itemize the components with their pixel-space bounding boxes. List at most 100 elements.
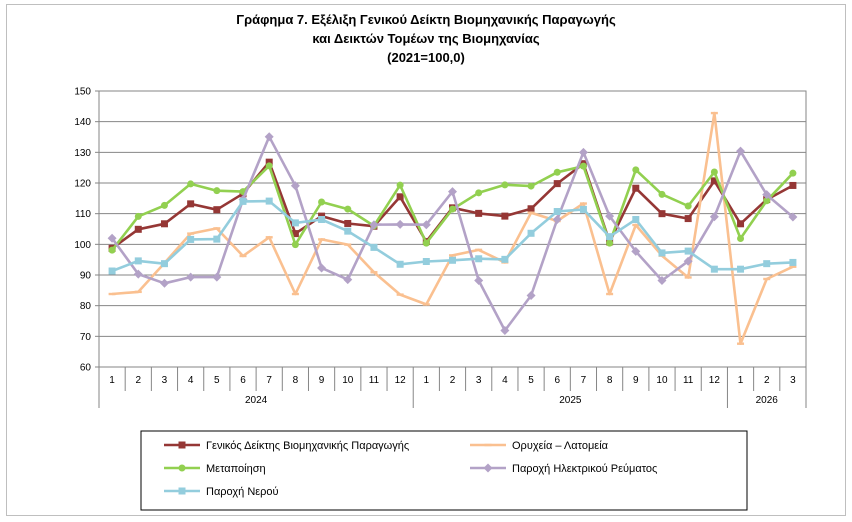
x-tick-label: 2 bbox=[764, 375, 770, 386]
x-tick-label: 6 bbox=[554, 375, 560, 386]
x-tick-label: 3 bbox=[476, 375, 482, 386]
x-tick-label: 12 bbox=[395, 375, 407, 386]
data-point bbox=[396, 193, 404, 201]
data-point bbox=[737, 265, 745, 273]
data-point bbox=[789, 258, 797, 266]
data-point bbox=[579, 205, 587, 213]
data-point bbox=[606, 292, 614, 296]
data-point bbox=[553, 168, 561, 176]
data-point bbox=[187, 235, 195, 243]
data-point bbox=[527, 229, 535, 237]
y-tick-label: 60 bbox=[80, 363, 92, 374]
legend-label: Μεταποίηση bbox=[206, 463, 266, 475]
data-point bbox=[318, 238, 326, 241]
chart-title: Γράφημα 7. Εξέλιξη Γενικού Δείκτη Βιομηχ… bbox=[0, 10, 852, 67]
data-point bbox=[291, 292, 299, 296]
data-point bbox=[212, 272, 222, 282]
data-point bbox=[213, 187, 221, 195]
data-point bbox=[527, 205, 535, 213]
data-point bbox=[762, 190, 772, 200]
x-tick-label: 11 bbox=[369, 375, 380, 386]
data-point bbox=[527, 182, 535, 190]
legend-marker bbox=[483, 463, 493, 473]
data-point bbox=[213, 206, 221, 214]
data-point bbox=[213, 227, 221, 230]
data-point bbox=[710, 177, 718, 185]
legend-box bbox=[140, 430, 748, 511]
data-point bbox=[553, 208, 561, 216]
data-point bbox=[578, 147, 588, 157]
y-tick-label: 70 bbox=[80, 332, 92, 343]
x-tick-label: 9 bbox=[633, 375, 639, 386]
y-tick-label: 120 bbox=[74, 179, 91, 190]
x-tick-label: 7 bbox=[581, 375, 587, 386]
chart-title-line-2: και Δεικτών Τομέων της Βιομηχανίας bbox=[312, 31, 540, 46]
data-point bbox=[449, 254, 456, 257]
data-point bbox=[107, 233, 117, 243]
legend-label: Γενικός Δείκτης Βιομηχανικής Παραγωγής bbox=[206, 440, 409, 452]
data-point bbox=[789, 265, 797, 268]
data-point bbox=[344, 219, 352, 227]
data-point bbox=[763, 277, 771, 281]
data-point bbox=[475, 189, 483, 197]
x-tick-label: 8 bbox=[607, 375, 613, 386]
data-point bbox=[449, 256, 456, 264]
x-tick-label: 3 bbox=[790, 375, 796, 386]
data-point bbox=[344, 205, 352, 213]
legend-marker bbox=[178, 464, 186, 472]
data-point bbox=[265, 158, 273, 166]
data-point bbox=[422, 303, 430, 306]
legend-marker bbox=[484, 443, 492, 447]
data-point bbox=[370, 271, 378, 274]
data-point bbox=[344, 243, 352, 246]
x-tick-label: 12 bbox=[709, 375, 721, 386]
y-tick-label: 140 bbox=[74, 117, 91, 128]
data-point bbox=[134, 212, 142, 220]
data-point bbox=[684, 276, 692, 279]
series-line bbox=[111, 135, 794, 332]
data-point bbox=[709, 212, 719, 222]
data-point bbox=[108, 267, 116, 275]
data-point bbox=[291, 219, 299, 227]
data-point bbox=[448, 187, 457, 197]
legend-item: Γενικός Δείκτης Βιομηχανικής Παραγωγής bbox=[164, 440, 409, 452]
data-point bbox=[291, 230, 299, 238]
legend-label: Παροχή Νερού bbox=[206, 486, 279, 498]
data-point bbox=[134, 290, 142, 294]
data-point bbox=[213, 235, 221, 243]
x-tick-label: 10 bbox=[656, 375, 668, 386]
data-point bbox=[134, 257, 142, 265]
data-point bbox=[159, 278, 169, 288]
data-point bbox=[632, 215, 640, 223]
data-point bbox=[632, 184, 640, 192]
data-point bbox=[422, 239, 430, 247]
x-tick-label: 1 bbox=[109, 375, 115, 386]
data-point bbox=[475, 255, 483, 263]
x-tick-label: 11 bbox=[683, 375, 694, 386]
chart-title-line-3: (2021=100,0) bbox=[387, 50, 465, 65]
data-point bbox=[501, 255, 509, 263]
chart-title-line-1: Γράφημα 7. Εξέλιξη Γενικού Δείκτη Βιομηχ… bbox=[236, 12, 616, 27]
legend-item: Παροχή Νερού bbox=[164, 486, 279, 498]
data-point bbox=[474, 276, 484, 286]
data-point bbox=[265, 162, 273, 170]
y-tick-label: 130 bbox=[74, 148, 91, 159]
y-tick-label: 150 bbox=[74, 87, 91, 98]
data-point bbox=[239, 197, 247, 205]
x-tick-label: 8 bbox=[293, 375, 299, 386]
data-point bbox=[736, 146, 746, 156]
y-tick-label: 90 bbox=[80, 271, 92, 282]
data-point bbox=[501, 212, 509, 220]
data-point bbox=[186, 272, 196, 282]
data-point bbox=[187, 232, 195, 235]
data-point bbox=[631, 246, 641, 256]
series-4 bbox=[107, 132, 798, 336]
x-tick-label: 6 bbox=[240, 375, 246, 386]
data-point bbox=[658, 190, 666, 198]
data-point bbox=[475, 209, 483, 217]
data-point bbox=[526, 291, 536, 301]
data-point bbox=[343, 275, 353, 285]
legend: Γενικός Δείκτης Βιομηχανικής Παραγωγής Ορ… bbox=[140, 430, 748, 511]
y-tick-label: 100 bbox=[74, 240, 91, 251]
x-tick-label: 5 bbox=[214, 375, 220, 386]
